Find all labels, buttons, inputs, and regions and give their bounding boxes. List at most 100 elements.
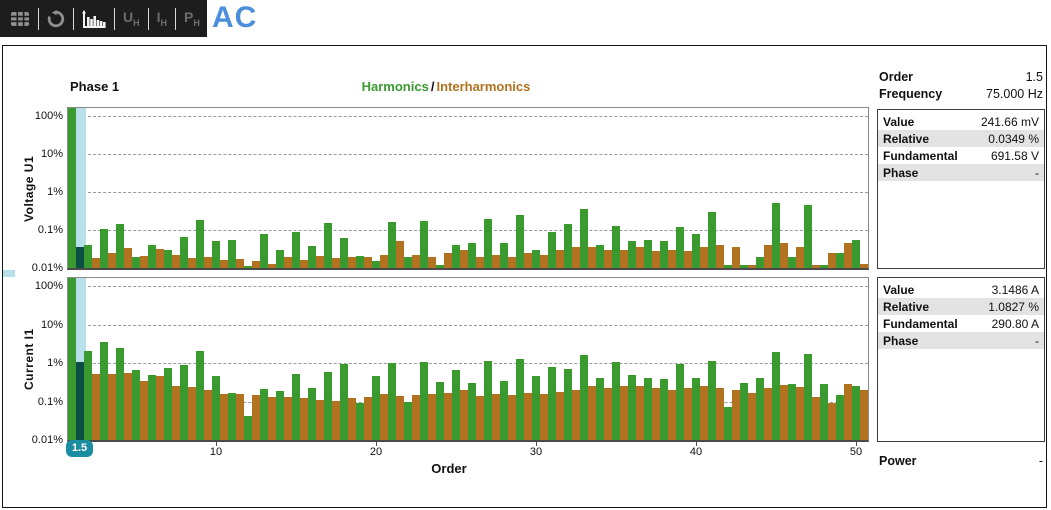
interharmonic-bar[interactable] (444, 392, 452, 440)
harmonic-bar[interactable] (276, 390, 284, 440)
interharmonic-bar[interactable] (796, 386, 804, 440)
interharmonic-bar[interactable] (188, 258, 196, 268)
harmonic-bar[interactable] (260, 389, 268, 440)
interharmonic-bar[interactable] (524, 392, 532, 440)
harmonic-bar[interactable] (532, 249, 540, 268)
interharmonic-bar[interactable] (220, 393, 228, 440)
harmonic-bar[interactable] (100, 341, 108, 440)
interharmonic-bar[interactable] (92, 258, 100, 268)
interharmonic-bar[interactable] (380, 393, 388, 440)
interharmonic-bar[interactable] (700, 247, 708, 268)
harmonic-bar[interactable] (116, 224, 124, 268)
interharmonic-bar[interactable] (652, 251, 660, 268)
interharmonic-bar[interactable] (572, 247, 580, 268)
interharmonic-bar[interactable] (204, 257, 212, 268)
interharmonic-bar[interactable] (556, 249, 564, 268)
harmonic-bar[interactable] (836, 252, 844, 268)
interharmonic-bar[interactable] (716, 387, 724, 440)
interharmonic-bar[interactable] (812, 265, 820, 268)
harmonic-bar[interactable] (740, 383, 748, 440)
harmonic-bar[interactable] (628, 374, 636, 440)
harmonic-bar[interactable] (452, 370, 460, 440)
harmonic-bar[interactable] (324, 371, 332, 440)
harmonic-bar[interactable] (852, 239, 860, 268)
interharmonic-bar[interactable] (764, 245, 772, 268)
harmonic-bar[interactable] (276, 249, 284, 268)
harmonic-bar[interactable] (196, 351, 204, 440)
interharmonic-bar[interactable] (668, 249, 676, 268)
harmonic-bar[interactable] (692, 233, 700, 268)
harmonic-bar[interactable] (500, 243, 508, 268)
interharmonic-bar[interactable] (604, 388, 612, 440)
interharmonic-bar[interactable] (732, 247, 740, 268)
harmonic-bar[interactable] (228, 392, 236, 440)
interharmonic-bar[interactable] (332, 400, 340, 440)
interharmonic-bar[interactable] (620, 386, 628, 440)
interharmonic-bar[interactable] (220, 260, 228, 268)
harmonic-bar[interactable] (740, 265, 748, 268)
interharmonic-bar[interactable] (540, 393, 548, 440)
harmonic-bar[interactable] (340, 363, 348, 440)
harmonic-bar[interactable] (564, 224, 572, 268)
refresh-icon[interactable] (45, 9, 67, 28)
interharmonic-bar[interactable] (652, 388, 660, 440)
interharmonic-bar[interactable] (156, 376, 164, 440)
interharmonic-bar[interactable] (684, 388, 692, 440)
harmonic-bar[interactable] (852, 386, 860, 440)
interharmonic-bar[interactable] (508, 256, 516, 268)
selected-bar[interactable] (76, 361, 84, 440)
interharmonic-bar[interactable] (460, 389, 468, 440)
harmonic-bar[interactable] (212, 375, 220, 440)
harmonic-bar[interactable] (708, 211, 716, 268)
interharmonic-bar[interactable] (540, 255, 548, 268)
harmonic-bar[interactable] (708, 361, 716, 440)
harmonic-bar[interactable] (580, 209, 588, 268)
voltage-harmonics-tab[interactable]: UH (123, 8, 140, 28)
interharmonic-bar[interactable] (204, 389, 212, 440)
selected-order-badge[interactable]: 1.5 (66, 440, 93, 457)
interharmonic-bar[interactable] (428, 256, 436, 268)
harmonic-bar[interactable] (564, 368, 572, 440)
table-view-icon[interactable] (8, 11, 32, 27)
interharmonic-bar[interactable] (428, 393, 436, 440)
power-harmonics-tab[interactable]: PH (184, 8, 200, 28)
harmonic-bar[interactable] (516, 214, 524, 268)
harmonics-spectrum-icon[interactable] (80, 9, 108, 28)
interharmonic-bar[interactable] (156, 248, 164, 268)
interharmonic-bar[interactable] (492, 255, 500, 268)
harmonic-bar[interactable] (500, 380, 508, 440)
harmonic-bar[interactable] (596, 245, 604, 268)
harmonic-bar[interactable] (84, 245, 92, 268)
interharmonic-bar[interactable] (572, 389, 580, 440)
harmonic-bar[interactable] (372, 376, 380, 440)
interharmonic-bar[interactable] (460, 249, 468, 268)
harmonic-bar[interactable] (420, 362, 428, 440)
interharmonic-bar[interactable] (172, 255, 180, 268)
interharmonic-bar[interactable] (588, 247, 596, 268)
harmonic-bar[interactable] (820, 265, 828, 268)
harmonic-bar[interactable] (788, 256, 796, 268)
interharmonic-bar[interactable] (396, 241, 404, 268)
interharmonic-bar[interactable] (236, 259, 244, 268)
harmonic-bar[interactable] (644, 239, 652, 268)
harmonic-bar[interactable] (308, 246, 316, 268)
harmonic-bar[interactable] (356, 403, 364, 440)
interharmonic-bar[interactable] (620, 249, 628, 268)
interharmonic-bar[interactable] (316, 399, 324, 440)
harmonic-bar[interactable] (452, 245, 460, 268)
current-harmonics-chart[interactable] (67, 277, 869, 442)
interharmonic-bar[interactable] (172, 385, 180, 440)
harmonic-bar[interactable] (436, 265, 444, 268)
interharmonic-bar[interactable] (732, 389, 740, 440)
harmonic-bar[interactable] (484, 360, 492, 440)
harmonic-bar[interactable] (580, 355, 588, 440)
interharmonic-bar[interactable] (444, 252, 452, 268)
harmonic-bar[interactable] (420, 221, 428, 268)
harmonic-bar[interactable] (548, 231, 556, 268)
interharmonic-bar[interactable] (764, 387, 772, 440)
harmonic-bar[interactable] (244, 416, 252, 440)
interharmonic-bar[interactable] (604, 249, 612, 268)
harmonic-bar[interactable] (804, 205, 812, 268)
interharmonic-bar[interactable] (364, 256, 372, 268)
harmonic-bar[interactable] (820, 384, 828, 440)
